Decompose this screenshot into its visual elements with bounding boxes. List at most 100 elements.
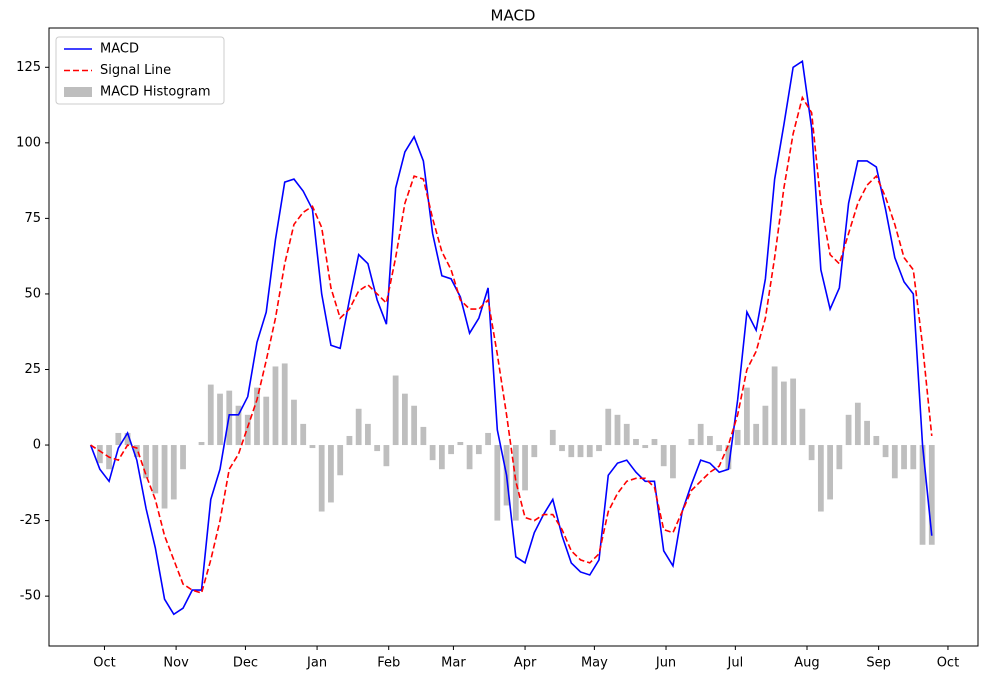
histogram-bar [254,387,260,446]
histogram-bar [392,375,399,446]
histogram-bar [780,381,787,446]
histogram-bar [300,423,307,446]
histogram-bar [318,445,325,512]
histogram-bar [660,445,667,467]
histogram-bar [198,442,205,446]
series-line [90,95,933,595]
histogram-bar [744,387,750,446]
histogram-bar [753,423,760,446]
histogram-bar [263,396,270,446]
histogram-bar [559,445,565,452]
histogram-bar [309,445,316,449]
histogram-bar [873,435,880,446]
histogram-bar [180,445,186,470]
x-tick-label: May [581,656,608,671]
histogram-bar [568,445,575,458]
histogram-bar [577,445,584,458]
histogram-bar [494,445,501,521]
histogram-bar [790,378,797,446]
y-tick-label: 100 [16,135,41,150]
histogram-bar [531,445,538,458]
histogram-bar [383,445,390,467]
histogram-bar [910,445,917,470]
x-tick-label: Oct [937,656,959,671]
histogram-bar [115,432,122,446]
histogram-bar [845,414,852,446]
histogram-bar [891,445,898,479]
histogram-bar [614,414,621,446]
histogram-bar [771,366,778,446]
histogram-bar [143,445,149,479]
histogram-bar [605,408,612,446]
y-tick-label: 25 [24,362,41,377]
series-line [89,59,933,616]
histogram-bar [457,442,464,446]
x-tick-label: Dec [233,656,258,671]
histogram-bar [401,393,408,446]
histogram-bar [734,429,741,446]
y-tick-label: 75 [24,211,41,226]
x-tick-label: Jul [727,656,744,671]
histogram-bar [633,438,639,446]
legend-label: MACD Histogram [100,85,211,100]
x-tick-label: Jun [655,656,676,671]
histogram-bar [901,445,907,470]
histogram-bar [854,402,861,446]
histogram-bar [919,445,926,545]
histogram-bar [429,445,436,461]
histogram-bar [642,445,649,449]
histogram-bar [864,420,870,446]
x-tick-label: Jan [306,656,327,671]
histogram-bar [522,445,528,491]
x-tick-label: Oct [93,656,115,671]
histogram-bar [651,438,658,446]
histogram-bar [365,423,371,446]
histogram-bar [623,423,630,446]
x-tick-label: Sep [866,656,891,671]
legend-label: MACD [100,42,139,57]
histogram-bar [827,445,833,500]
histogram-bar [374,445,381,452]
histogram-bar [217,393,223,446]
histogram-bar [596,445,602,452]
histogram-bar [586,445,593,458]
histogram-bar [549,429,556,446]
y-tick-label: 50 [24,286,41,301]
histogram-bar [281,363,288,446]
x-tick-label: Feb [377,656,400,671]
chart-title: MACD [491,7,536,25]
histogram-bar [817,445,824,512]
histogram-bar [355,408,362,446]
histogram-bar [124,432,131,446]
histogram-bar [512,445,519,521]
histogram-bar [707,435,713,446]
histogram-bar [688,438,695,446]
histogram-bar [697,423,704,446]
histogram-bar [466,445,473,470]
histogram-bar [161,445,168,509]
histogram-bar [928,445,935,545]
histogram-bar [272,366,279,446]
histogram-bar [207,384,214,446]
histogram-bar [328,445,334,503]
histogram-bar [448,445,454,455]
histogram-bar [716,445,723,452]
histogram-bar [96,445,103,464]
x-tick-label: Apr [514,656,537,671]
histogram-bar [882,445,889,458]
histogram-bar [670,445,676,479]
histogram-bar [762,405,769,446]
histogram-bar [411,405,418,446]
histogram-bar [799,408,806,446]
histogram-bar [337,445,344,476]
x-tick-label: Aug [794,656,819,671]
plot-area [89,59,935,616]
histogram-bar [475,445,482,455]
histogram-bar [485,432,491,446]
histogram-bar [438,445,445,470]
histogram-bar [235,405,242,446]
y-tick-label: -50 [20,589,41,604]
y-tick-label: -25 [20,513,41,528]
histogram-bar [808,445,815,461]
histogram-bar [244,414,251,446]
